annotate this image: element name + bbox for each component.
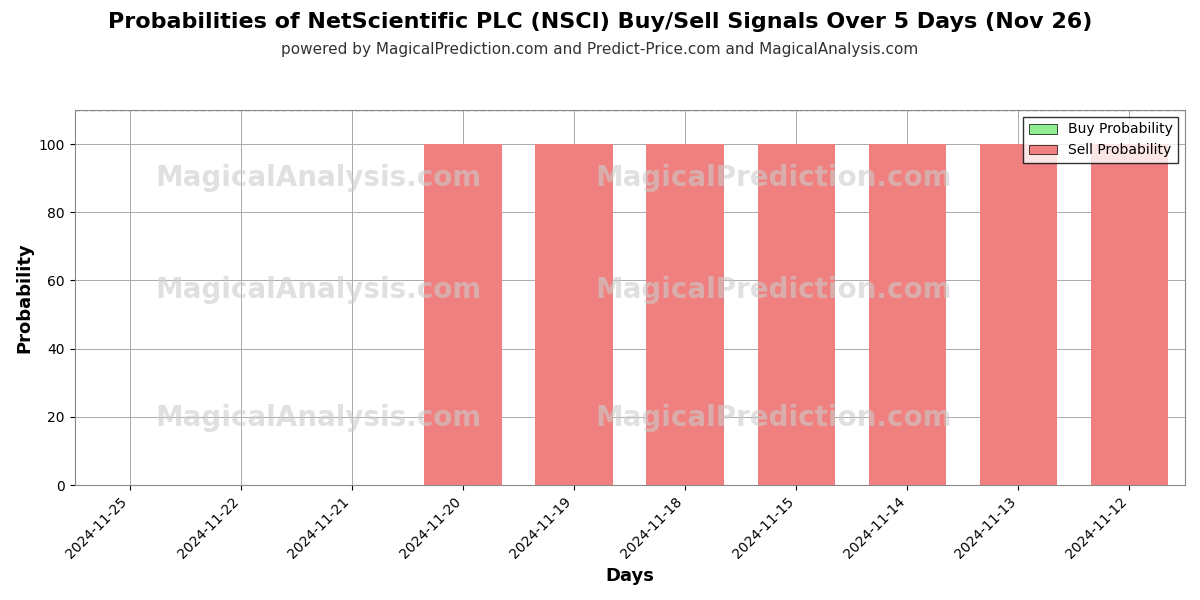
- Bar: [979, 144, 1057, 485]
- Bar: [535, 144, 613, 485]
- Text: MagicalAnalysis.com: MagicalAnalysis.com: [156, 164, 482, 191]
- Bar: [1091, 144, 1169, 485]
- Text: MagicalPrediction.com: MagicalPrediction.com: [596, 164, 953, 191]
- Text: MagicalPrediction.com: MagicalPrediction.com: [596, 404, 953, 431]
- Text: MagicalAnalysis.com: MagicalAnalysis.com: [156, 276, 482, 304]
- Text: MagicalAnalysis.com: MagicalAnalysis.com: [156, 404, 482, 431]
- Text: MagicalPrediction.com: MagicalPrediction.com: [596, 276, 953, 304]
- Y-axis label: Probability: Probability: [16, 242, 34, 353]
- Legend: Buy Probability, Sell Probability: Buy Probability, Sell Probability: [1024, 117, 1178, 163]
- X-axis label: Days: Days: [605, 567, 654, 585]
- Bar: [757, 144, 835, 485]
- Bar: [425, 144, 502, 485]
- Bar: [647, 144, 725, 485]
- Bar: [869, 144, 947, 485]
- Text: Probabilities of NetScientific PLC (NSCI) Buy/Sell Signals Over 5 Days (Nov 26): Probabilities of NetScientific PLC (NSCI…: [108, 12, 1092, 32]
- Text: powered by MagicalPrediction.com and Predict-Price.com and MagicalAnalysis.com: powered by MagicalPrediction.com and Pre…: [281, 42, 919, 57]
